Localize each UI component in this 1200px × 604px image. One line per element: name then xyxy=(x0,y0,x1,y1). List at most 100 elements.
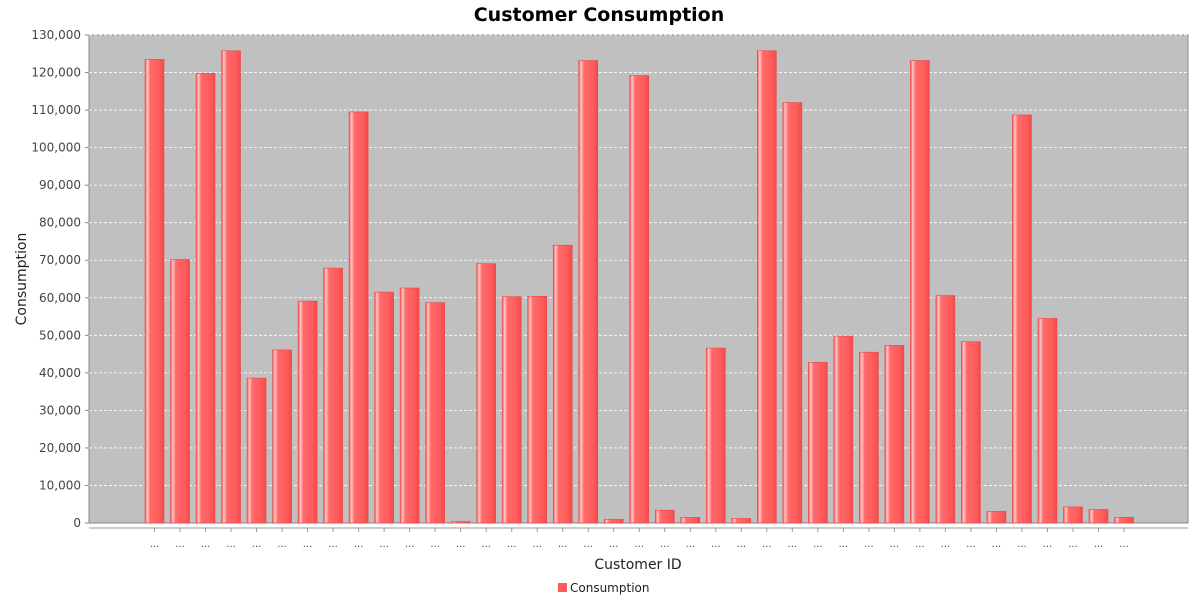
y-axis: 0 10,000 20,000 30,000 40,000 50,000 60,000 70,… xyxy=(31,28,89,530)
bar xyxy=(1037,318,1058,524)
bar xyxy=(246,377,267,524)
x-tick-label: ... xyxy=(303,539,313,550)
x-tick-label: ... xyxy=(737,539,747,550)
gridlines xyxy=(89,34,1188,486)
bar xyxy=(935,295,956,524)
bar xyxy=(195,72,216,524)
x-tick-label: ... xyxy=(762,539,772,550)
x-tick-label: ... xyxy=(941,539,951,550)
bar xyxy=(705,347,726,524)
y-tick-label: 10,000 xyxy=(39,478,81,492)
y-tick-label: 0 xyxy=(73,516,81,530)
bars xyxy=(144,50,1134,524)
x-tick-label: ... xyxy=(507,539,517,550)
bar xyxy=(552,244,573,524)
x-tick-label: ... xyxy=(1068,539,1078,550)
x-tick-label: ... xyxy=(354,539,364,550)
x-tick-label: ... xyxy=(1119,539,1129,550)
x-tick-label: ... xyxy=(481,539,491,550)
x-tick-label: ... xyxy=(660,539,670,550)
bar xyxy=(1088,509,1109,524)
bar xyxy=(731,518,752,524)
x-tick-label: ... xyxy=(379,539,389,550)
y-tick-label: 50,000 xyxy=(39,328,81,342)
x-tick-label: ... xyxy=(864,539,874,550)
bar xyxy=(348,111,369,524)
x-tick-label: ... xyxy=(1043,539,1053,550)
x-tick-label: ... xyxy=(1094,539,1104,550)
x-tick-label: ... xyxy=(150,539,160,550)
x-axis-label: Customer ID xyxy=(594,557,681,573)
y-tick-label: 80,000 xyxy=(39,216,81,230)
bar xyxy=(578,60,599,524)
y-tick-label: 60,000 xyxy=(39,291,81,305)
x-tick-label: ... xyxy=(277,539,287,550)
x-tick-label: ... xyxy=(532,539,542,550)
bar xyxy=(221,50,241,524)
bar xyxy=(374,291,394,524)
bar xyxy=(323,267,343,524)
y-tick-label: 120,000 xyxy=(31,66,81,80)
bar xyxy=(629,75,650,524)
bar xyxy=(1114,517,1134,524)
x-tick-label: ... xyxy=(966,539,976,550)
y-tick-label: 90,000 xyxy=(39,178,81,192)
bar xyxy=(527,295,547,524)
legend: Consumption xyxy=(558,581,649,595)
x-tick-label: ... xyxy=(1017,539,1027,550)
legend-label: Consumption xyxy=(570,581,649,595)
bar xyxy=(272,349,292,524)
y-axis-label: Consumption xyxy=(14,233,30,326)
x-tick-label: ... xyxy=(456,539,466,550)
bar xyxy=(757,50,777,524)
x-tick-label: ... xyxy=(252,539,262,550)
x-tick-label: ... xyxy=(915,539,925,550)
bar xyxy=(986,511,1007,524)
bar xyxy=(884,345,905,524)
x-tick-label: ... xyxy=(201,539,211,550)
y-tick-label: 130,000 xyxy=(31,28,81,42)
bar xyxy=(144,59,165,524)
bar xyxy=(1012,114,1032,524)
y-tick-label: 20,000 xyxy=(39,441,81,455)
bar xyxy=(782,102,803,524)
y-tick-label: 70,000 xyxy=(39,253,81,267)
x-axis: ........................................… xyxy=(89,527,1188,550)
x-tick-label: ... xyxy=(992,539,1002,550)
x-tick-label: ... xyxy=(583,539,593,550)
chart-title: Customer Consumption xyxy=(474,4,725,26)
legend-swatch xyxy=(558,583,567,592)
bar xyxy=(808,362,828,524)
bar xyxy=(680,517,701,524)
x-tick-label: ... xyxy=(609,539,619,550)
y-tick-label: 40,000 xyxy=(39,366,81,380)
bar xyxy=(603,518,624,524)
bar xyxy=(501,296,522,524)
x-tick-label: ... xyxy=(634,539,644,550)
x-tick-label: ... xyxy=(890,539,900,550)
bar xyxy=(654,509,675,524)
bar xyxy=(476,263,496,524)
bar xyxy=(170,259,190,524)
bar xyxy=(833,335,854,524)
x-tick-label: ... xyxy=(788,539,798,550)
x-tick-label: ... xyxy=(175,539,185,550)
x-tick-label: ... xyxy=(813,539,823,550)
bar xyxy=(297,300,318,524)
x-tick-label: ... xyxy=(558,539,568,550)
y-tick-label: 30,000 xyxy=(39,403,81,417)
bar xyxy=(859,351,879,524)
y-tick-label: 100,000 xyxy=(31,141,81,155)
x-tick-label: ... xyxy=(686,539,696,550)
x-tick-label: ... xyxy=(430,539,440,550)
bar xyxy=(399,287,420,524)
bar xyxy=(1063,506,1083,524)
y-tick-label: 110,000 xyxy=(31,103,81,117)
x-tick-label: ... xyxy=(711,539,721,550)
x-tick-label: ... xyxy=(839,539,849,550)
x-tick-label: ... xyxy=(405,539,415,550)
x-tick-label: ... xyxy=(226,539,236,550)
x-tick-label: ... xyxy=(328,539,338,550)
